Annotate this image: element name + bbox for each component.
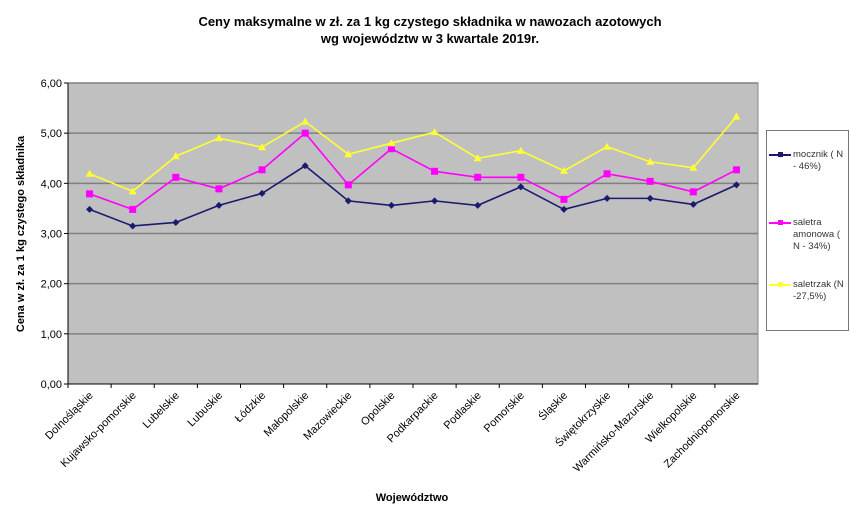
legend: mocznik ( N - 46%) saletra amonowa ( N - … [766, 130, 849, 331]
legend-swatch [769, 149, 793, 161]
legend-label: saletra amonowa ( N - 34%) [793, 217, 840, 252]
data-point [732, 112, 741, 120]
data-point [301, 162, 309, 170]
chart-title: Ceny maksymalne w zł. za 1 kg czystego s… [198, 14, 662, 29]
series-line-2 [89, 116, 738, 193]
data-point [215, 201, 223, 209]
data-point [344, 197, 352, 205]
data-point [172, 218, 180, 226]
data-point [689, 163, 698, 171]
data-point [473, 154, 482, 162]
x-tick-label: Zachodniopomorskie [662, 390, 743, 471]
data-point [431, 167, 439, 175]
legend-item: mocznik ( N - 46%) [769, 149, 847, 173]
y-axis-title: Cena w zł. za 1 kg czystego składnika [15, 135, 27, 332]
data-point [301, 129, 309, 137]
data-point [215, 185, 223, 193]
y-tick-label: 3,00 [41, 229, 62, 241]
data-point [474, 173, 482, 181]
data-point [86, 205, 94, 213]
y-tick-label: 0,00 [41, 379, 62, 391]
x-tick-label: Łódzkie [233, 390, 268, 425]
data-point [560, 205, 568, 213]
legend-item: saletra amonowa ( N - 34%) [769, 217, 847, 253]
data-point [516, 146, 525, 154]
data-point [517, 183, 525, 191]
x-tick-label: Lubuskie [185, 390, 225, 430]
x-axis-title: Województwo [376, 492, 449, 504]
data-point [387, 139, 396, 147]
series-line-0 [89, 164, 737, 227]
data-point [258, 143, 267, 151]
x-tick-label: Warmińsko-Mazurskie [571, 390, 656, 475]
data-point [603, 170, 611, 178]
data-point [344, 181, 352, 189]
data-point [258, 166, 266, 174]
data-point [301, 117, 310, 125]
data-point [171, 152, 180, 160]
y-tick-label: 5,00 [41, 128, 62, 140]
legend-swatch [769, 279, 793, 291]
data-point [129, 205, 137, 213]
data-point [646, 157, 655, 165]
data-point [344, 150, 353, 158]
legend-swatch [769, 217, 793, 229]
data-point [732, 181, 740, 189]
data-point [689, 188, 697, 196]
data-point [129, 222, 137, 230]
chart-subtitle: wg województw w 3 kwartale 2019r. [320, 31, 540, 46]
y-tick-label: 2,00 [41, 279, 62, 291]
x-tick-label: Śląskie [536, 389, 570, 423]
data-point [689, 200, 697, 208]
data-point [517, 173, 525, 181]
data-point [559, 166, 568, 174]
legend-item: saletrzak (N -27,5%) [769, 279, 847, 303]
data-point [646, 177, 654, 185]
data-point [431, 197, 439, 205]
legend-label: saletrzak (N -27,5%) [793, 279, 844, 302]
data-point [214, 134, 223, 142]
x-tick-label: Kujawsko-pomorskie [59, 390, 139, 470]
y-tick-label: 6,00 [41, 78, 62, 90]
data-point [603, 142, 612, 150]
x-tick-label: Pomorskie [482, 390, 527, 435]
data-point [86, 190, 94, 198]
data-point [258, 189, 266, 197]
x-tick-label: Lubelskie [141, 390, 182, 431]
x-tick-label: Opolskie [359, 390, 398, 429]
data-point [172, 173, 180, 181]
data-point [387, 201, 395, 209]
y-tick-label: 4,00 [41, 178, 62, 190]
data-point [85, 169, 94, 177]
series-line-1 [89, 132, 737, 211]
y-tick-label: 1,00 [41, 329, 62, 341]
data-point [603, 194, 611, 202]
data-point [474, 201, 482, 209]
data-point [430, 128, 439, 136]
data-point [387, 145, 395, 153]
data-point [732, 166, 740, 174]
data-point [646, 194, 654, 202]
legend-label: mocznik ( N - 46%) [793, 149, 844, 172]
data-point [560, 195, 568, 203]
data-point [128, 187, 137, 195]
x-tick-label: Podlaskie [442, 390, 484, 432]
